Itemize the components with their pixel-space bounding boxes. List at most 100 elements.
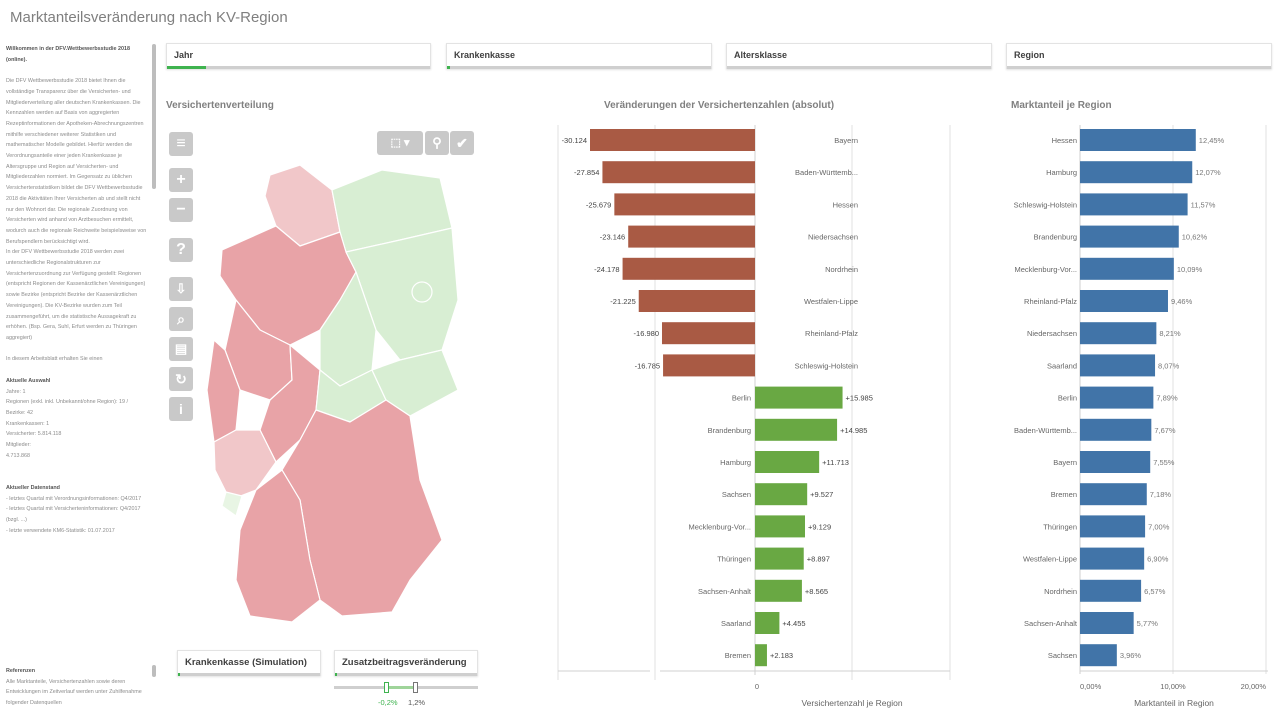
print-icon[interactable]: ▤ xyxy=(169,337,193,361)
minus-icon[interactable]: − xyxy=(169,198,193,222)
help-icon[interactable]: ? xyxy=(169,238,193,262)
share-chart-title: Marktanteil je Region xyxy=(1011,100,1112,111)
plus-icon[interactable]: + xyxy=(169,168,193,192)
kasse-simulation-label: Krankenkasse (Simulation) xyxy=(185,657,307,668)
bar-value-label: 6,57% xyxy=(1144,587,1166,596)
category-label: Hessen xyxy=(833,200,858,209)
filter-region[interactable]: Region xyxy=(1006,43,1272,69)
selection-heading: Aktuelle Auswahl xyxy=(6,377,51,384)
category-label: Nordrhein xyxy=(825,265,858,274)
category-label: Thüringen xyxy=(717,555,751,564)
region-baden-wuerttemberg[interactable] xyxy=(235,469,321,623)
filter-altersklasse[interactable]: Altersklasse xyxy=(726,43,992,69)
lasso-select-icon[interactable]: ⬚ ▾ xyxy=(377,131,423,155)
category-label: Sachsen xyxy=(1048,651,1077,660)
check-icon[interactable]: ✔ xyxy=(450,131,474,155)
category-label: Saarland xyxy=(721,619,751,628)
bar-value-label: 9,46% xyxy=(1171,297,1193,306)
bar xyxy=(755,386,843,409)
filter-selection-bar xyxy=(167,66,430,69)
bar xyxy=(1080,644,1117,667)
bar-value-label: -25.679 xyxy=(586,200,611,209)
filter-krankenkasse[interactable]: Krankenkasse xyxy=(446,43,712,69)
category-label: Hessen xyxy=(1052,136,1077,145)
category-label: Nordrhein xyxy=(1044,587,1077,596)
refresh-icon[interactable]: ↻ xyxy=(169,367,193,391)
selection-line: Mitglieder: xyxy=(6,442,31,449)
references-scrollbar[interactable] xyxy=(152,665,156,677)
bar-value-label: +15.985 xyxy=(846,394,873,403)
sidebar-intro2: In der DFV Wettbewerbsstudie 2018 werden… xyxy=(6,249,146,341)
bar-value-label: +4.455 xyxy=(782,619,805,628)
category-label: Mecklenburg-Vor... xyxy=(1014,265,1077,274)
germany-map[interactable] xyxy=(160,120,490,640)
bar-value-label: +11.713 xyxy=(822,458,849,467)
sidebar-heading: Willkommen in der DFV.Wettbewerbsstudie … xyxy=(6,46,130,63)
map-title: Versichertenverteilung xyxy=(166,100,274,111)
bar xyxy=(1080,515,1146,538)
bar xyxy=(1080,612,1134,634)
filter-label: Jahr xyxy=(174,50,194,60)
category-label: Niedersachsen xyxy=(1027,329,1077,338)
menu-icon[interactable]: ≡ xyxy=(169,132,193,156)
filter-label: Altersklasse xyxy=(734,50,788,60)
x-tick-label: 10,00% xyxy=(1160,682,1186,691)
bar xyxy=(1080,483,1147,506)
share-chart: 0,00% 10,00% 20,00% 12,45% Hessen 12,07% Hambu… xyxy=(1014,125,1268,708)
bar-value-label: 7,00% xyxy=(1148,522,1170,531)
bar-value-label: 10,09% xyxy=(1177,265,1203,274)
sidebar-scrollbar[interactable] xyxy=(152,44,156,189)
bar-value-label: 6,90% xyxy=(1147,555,1169,564)
bar xyxy=(1080,418,1152,441)
info-icon[interactable]: i xyxy=(169,397,193,421)
search-icon[interactable]: ⌕ xyxy=(169,307,193,331)
region-rheinland-pfalz[interactable] xyxy=(213,429,277,501)
x-tick-label: 0 xyxy=(755,682,759,691)
kasse-simulation-filter[interactable]: Krankenkasse (Simulation) xyxy=(177,650,321,676)
export-icon[interactable]: ⇩ xyxy=(169,277,193,301)
bar-value-label: +9.129 xyxy=(808,522,831,531)
bar xyxy=(755,612,780,634)
data-heading: Aktueller Datenstand xyxy=(6,484,60,491)
category-label: Bayern xyxy=(834,136,858,145)
bar-value-label: +14.985 xyxy=(840,426,867,435)
references-section: Referenzen Alle Marktanteile, Versichert… xyxy=(6,666,148,709)
bar xyxy=(755,483,808,506)
filter-jahr[interactable]: Jahr xyxy=(166,43,431,69)
bar xyxy=(755,547,804,570)
x-axis-title: Versichertenzahl je Region xyxy=(801,698,902,708)
bar-value-label: -16.785 xyxy=(635,361,660,370)
region-saarland[interactable] xyxy=(221,491,243,517)
bar-value-label: 8,21% xyxy=(1159,329,1181,338)
category-label: Niedersachsen xyxy=(808,233,858,242)
slider-max-value: 1,2% xyxy=(408,698,426,707)
bar-value-label: 5,77% xyxy=(1137,619,1159,628)
slider-min-handle[interactable] xyxy=(384,682,389,693)
bar-value-label: -23.146 xyxy=(600,233,625,242)
bar xyxy=(1080,579,1142,602)
bar-value-label: +2.183 xyxy=(770,651,793,660)
bar xyxy=(638,290,755,312)
bar xyxy=(1080,225,1179,248)
filter-selection-bar xyxy=(727,66,991,69)
bar xyxy=(1080,290,1168,312)
location-pin-icon[interactable]: ⚲ xyxy=(425,131,449,155)
change-chart: -30.124 Bayern -27.854 Baden-Württemb... -25… xyxy=(557,125,951,708)
bar xyxy=(1080,129,1196,151)
zusatzbeitrag-slider[interactable] xyxy=(334,686,478,689)
region-berlin[interactable] xyxy=(411,281,433,303)
bar xyxy=(1080,451,1151,473)
zusatzbeitrag-filter[interactable]: Zusatzbeitragsveränderung xyxy=(334,650,478,676)
selection-line: 4.713.868 xyxy=(6,452,30,459)
category-label: Bayern xyxy=(1053,458,1077,467)
data-line: - letzte verwendete KM6-Statistik: 01.07… xyxy=(6,527,115,534)
bar-value-label: 7,67% xyxy=(1154,426,1176,435)
selection-line: Regionen (exkl. inkl. Unbekannt/ohne Reg… xyxy=(6,399,128,416)
bar xyxy=(622,257,755,280)
category-label: Bremen xyxy=(1051,490,1077,499)
bar xyxy=(1080,322,1157,345)
slider-min-value: -0,2% xyxy=(378,698,398,707)
bar xyxy=(755,418,838,441)
slider-max-handle[interactable] xyxy=(413,682,418,693)
bar-value-label: +8.565 xyxy=(805,587,828,596)
